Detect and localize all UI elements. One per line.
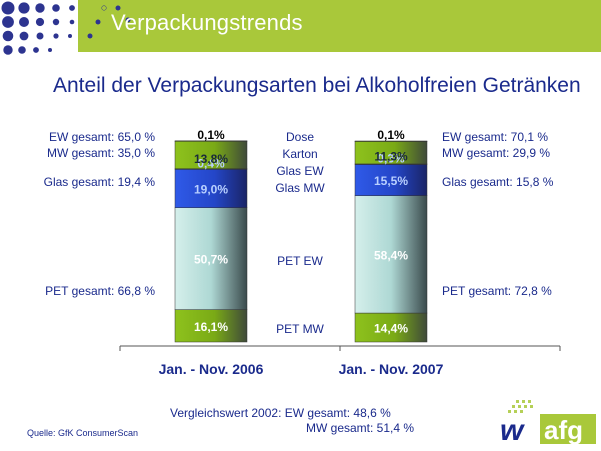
right-annotation-pet: PET gesamt: 72,8 % [442,284,552,298]
banner-dot [87,33,93,39]
comparison-line-2: MW gesamt: 51,4 % [306,421,415,435]
data-label-karton: 13,8% [194,152,228,166]
banner-dot [35,17,45,27]
banner-dot [69,19,75,25]
bar-segment-karton [174,140,248,169]
page-title: Verpackungstrends [111,10,303,35]
banner-dot [95,19,101,25]
banner-dot [18,2,30,14]
legend-pet-ew: PET EW [277,254,323,268]
svg-text:w: w [500,414,525,447]
legend-karton: Karton [282,147,318,161]
data-label-dose: 0,1% [197,128,225,142]
data-label-glas-ew: 0,3% [377,152,405,166]
data-label-karton: 11,3% [374,150,408,164]
left-annotation-pet: PET gesamt: 66,8 % [45,284,155,298]
data-label-glas-ew: 0,4% [197,157,225,171]
data-label-glas-mw: 19,0% [194,183,228,197]
legend-glas-ew: Glas EW [276,164,324,178]
banner-dot [33,47,39,53]
banner-dot [2,16,14,28]
banner-dot [36,32,44,40]
right-annotation-mw: MW gesamt: 29,9 % [442,146,551,160]
chart-title: Anteil der Verpackungsarten bei Alkoholf… [53,74,581,97]
right-annotation-glas: Glas gesamt: 15,8 % [442,175,554,189]
banner-dot [35,3,45,13]
header-banner [0,0,601,58]
banner-dot [3,45,13,55]
bar-segment-pet-mw [354,312,428,343]
banner-dot [102,6,106,10]
banner-dot [115,5,121,11]
legend-glas-mw: Glas MW [275,181,325,195]
data-label-dose: 0,1% [377,128,405,142]
banner-dot [52,4,60,12]
banner-dot [88,6,92,10]
data-label-pet-ew: 58,4% [374,248,408,262]
bar-segment-pet-ew [174,207,248,310]
x-tick-label-2006: Jan. - Nov. 2006 [158,361,264,377]
banner-dot [19,17,29,27]
banner-dot [1,1,15,15]
x-tick-label-2007: Jan. - Nov. 2007 [338,361,444,377]
left-annotation-mw: MW gesamt: 35,0 % [46,146,155,160]
comparison-line-1: Vergleichswert 2002: EW gesamt: 48,6 % [170,406,391,420]
banner-dot [53,33,59,39]
banner-dot [69,5,75,11]
left-annotation-glas: Glas gesamt: 19,4 % [43,175,155,189]
banner-dot [86,20,90,24]
bar-segment-glas-mw [174,169,248,208]
banner-dot [52,18,60,26]
wafg-logo: w afg [500,400,596,447]
bar-segment-pet-ew [354,195,428,314]
legend-pet-mw: PET MW [276,322,324,336]
banner-dot [68,34,72,38]
data-label-pet-mw: 14,4% [374,322,408,336]
bar-segment-pet-mw [174,309,248,343]
left-annotation-ew: EW gesamt: 65,0 % [48,130,155,144]
bar-segment-glas-mw [354,164,428,196]
banner-dot [2,30,14,42]
legend-dose: Dose [285,130,314,144]
svg-text:afg: afg [544,415,583,445]
data-label-glas-mw: 15,5% [374,174,408,188]
banner-dot [125,17,131,23]
banner-dot [19,31,29,41]
bar-segment-dose [174,140,248,142]
banner-dot [18,46,26,54]
right-annotation-ew: EW gesamt: 70,1 % [442,130,549,144]
banner-dot [48,48,52,52]
data-label-pet-ew: 50,7% [194,253,228,267]
bar-segment-dose [354,140,428,142]
comparison-note: Vergleichswert 2002: EW gesamt: 48,6 % M… [170,406,414,436]
data-label-pet-mw: 16,1% [194,320,228,334]
source-note: Quelle: GfK ConsumerScan [27,428,139,438]
